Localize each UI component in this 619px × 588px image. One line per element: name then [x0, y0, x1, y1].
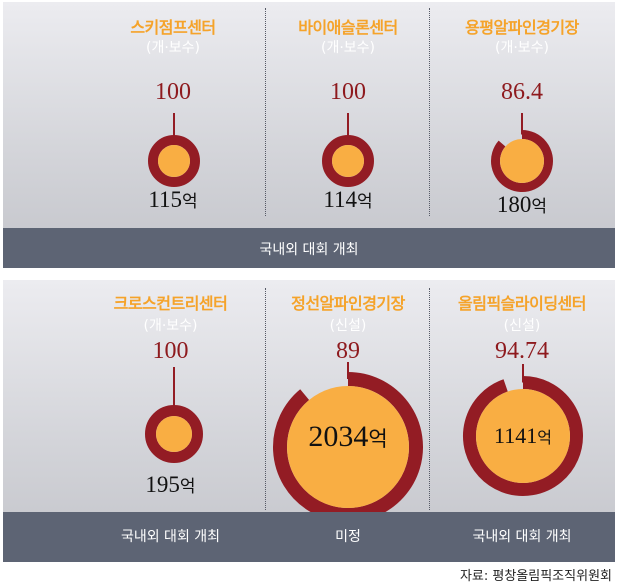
- venue-name: 용평알파인경기장: [465, 18, 579, 37]
- completion-ring: [491, 113, 553, 192]
- completion-rate: 100: [155, 79, 191, 105]
- venue-fill: [158, 145, 190, 177]
- venue-category: (신설): [329, 318, 367, 334]
- venue-name: 크로스컨트리센터: [113, 294, 228, 313]
- venue-category: (개·보수): [145, 40, 200, 56]
- venue-fill: [500, 139, 544, 183]
- venue-name: 바이애슬론센터: [298, 18, 398, 37]
- cost-label: 180억: [496, 192, 548, 217]
- bottom-footer: 국내외 대회 개최 미정 국내외 대회 개최: [3, 512, 615, 562]
- venue-fill: [332, 145, 364, 177]
- completion-arc: [463, 376, 583, 496]
- venue-name: 정선알파인경기장: [291, 294, 405, 313]
- venue-category: (신설): [503, 318, 541, 334]
- completion-arc: [322, 135, 374, 187]
- top-panel: 스키점프센터 (개·보수) 100 115억 바이애슬론센터 (개·보수) 10…: [3, 2, 615, 268]
- cost-label: 195억: [145, 472, 196, 497]
- cost-label: 114억: [323, 187, 373, 212]
- cost-label: 1141억: [494, 423, 552, 448]
- venue-category: (개·보수): [494, 40, 549, 56]
- venue-fill: [476, 389, 570, 483]
- completion-rate: 100: [330, 79, 366, 105]
- column-separator: [265, 8, 266, 216]
- venue-category: (개·보수): [143, 318, 198, 334]
- completion-rate: 89: [336, 338, 360, 364]
- completion-arc: [491, 130, 553, 192]
- completion-rate: 94.74: [495, 338, 549, 364]
- column-separator: [429, 288, 430, 510]
- completion-rate: 86.4: [501, 79, 543, 105]
- column-separator: [429, 8, 430, 216]
- cost-label: 2034억: [308, 420, 388, 453]
- completion-arc: [273, 372, 423, 522]
- source-note: 자료: 평창올림픽조직위원회: [459, 569, 612, 584]
- completion-ring: [148, 113, 200, 187]
- completion-arc: [145, 405, 203, 463]
- completion-rate: 100: [152, 338, 189, 364]
- completion-arc: [148, 135, 200, 187]
- footer-label: 미정: [335, 529, 361, 545]
- cost-label: 115억: [148, 187, 198, 212]
- footer-label: 국내외 대회 개최: [120, 529, 221, 545]
- venue-name: 올림픽슬라이딩센터: [458, 294, 586, 313]
- completion-ring: [273, 362, 423, 522]
- completion-ring: [322, 113, 374, 187]
- footer-label: 국내외 대회 개최: [472, 529, 572, 545]
- venue-category: (개·보수): [320, 40, 375, 56]
- bottom-panel: 크로스컨트리센터 (개·보수) 100 195억 정선알파인경기장 (신설) 8…: [3, 280, 615, 562]
- venue-name: 스키점프센터: [130, 18, 216, 37]
- footer-label: 국내외 대회 개최: [259, 242, 359, 258]
- top-footer: 국내외 대회 개최: [3, 228, 615, 268]
- completion-ring: [463, 364, 583, 496]
- column-separator: [265, 288, 266, 510]
- completion-ring: [145, 367, 203, 463]
- venue-fill: [156, 416, 192, 452]
- venue-fill: [287, 386, 409, 508]
